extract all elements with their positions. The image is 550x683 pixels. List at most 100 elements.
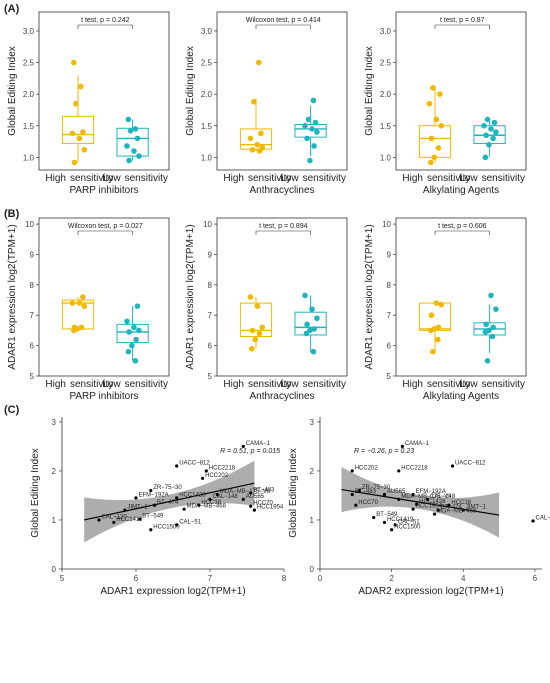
point-label: MDA−MB−468 — [187, 504, 227, 510]
data-point — [131, 148, 137, 154]
category-label-part: sensitivity — [125, 379, 168, 390]
data-point — [134, 303, 141, 309]
point-label: HCC1428 — [179, 492, 206, 498]
y-tick-label: 6 — [208, 342, 213, 351]
data-point — [149, 528, 153, 532]
y-tick-label: 9 — [208, 250, 213, 259]
y-tick-label: 7 — [30, 311, 35, 320]
data-point — [433, 116, 440, 123]
y-tick-label: 1.0 — [380, 153, 392, 162]
y-tick-label: 1.0 — [23, 153, 35, 162]
data-point — [311, 326, 317, 332]
y-axis-label: ADAR1 expression log2(TPM+1) — [185, 224, 196, 369]
scatter-chart: 0 2 4 6 0 1 2 3 ADAR2 expression log2(TPM+1) Glob… — [288, 417, 550, 597]
y-tick-label: 2.5 — [201, 59, 213, 68]
data-point — [350, 469, 354, 473]
y-tick-label: 2 — [310, 467, 315, 476]
y-tick-label: 1.5 — [201, 122, 213, 131]
data-point — [304, 135, 310, 142]
category-label-part: sensitivity — [303, 173, 346, 184]
point-label: CAL−51 — [398, 519, 421, 525]
data-point — [382, 520, 387, 525]
data-point — [136, 153, 142, 159]
category-label-part: sensitivity — [248, 379, 291, 390]
y-tick-label: 6 — [30, 342, 35, 351]
point-label: HCC38 — [451, 500, 471, 506]
data-point — [254, 141, 261, 148]
regression-line — [341, 488, 500, 516]
data-point — [415, 502, 419, 506]
category-label-part: Low — [459, 379, 478, 390]
data-point — [126, 157, 132, 164]
point-label: BT−483 — [253, 488, 275, 494]
data-point — [311, 143, 317, 149]
data-point — [305, 116, 312, 123]
data-point — [249, 327, 256, 334]
regression-line — [84, 482, 255, 521]
category-label-part: Low — [280, 173, 299, 184]
data-point — [208, 497, 212, 501]
point-label: JIMT−1 — [466, 505, 487, 511]
point-label: UACC−812 — [179, 461, 210, 467]
x-tick-label: 5 — [60, 574, 65, 583]
category-label-part: High — [45, 379, 66, 390]
data-point — [129, 342, 135, 349]
y-tick-label: 0 — [310, 565, 315, 574]
data-point — [112, 520, 116, 525]
data-point — [430, 348, 436, 355]
y-tick-label: 0 — [52, 565, 57, 574]
data-point — [255, 59, 262, 66]
y-tick-label: 8 — [208, 281, 213, 290]
y-tick-label: 5 — [30, 372, 35, 381]
data-point — [81, 146, 88, 153]
stat-annotation: Wilcoxon test, p = 0.027 — [68, 223, 143, 230]
y-tick-label: 3.0 — [201, 27, 213, 36]
data-point — [254, 303, 261, 309]
point-label: CAL−148 — [430, 494, 456, 500]
data-point — [125, 348, 132, 355]
y-axis-label: Global Editing Index — [288, 448, 299, 538]
data-point — [354, 503, 358, 507]
category-label-part: High — [402, 379, 423, 390]
data-point — [438, 122, 445, 129]
point-label: CAL−120 — [102, 514, 128, 520]
point-label: HCC70 — [253, 501, 273, 507]
data-point — [489, 333, 496, 340]
point-label: MDA−MB−175−VII — [220, 489, 271, 495]
x-tick-label: 8 — [282, 574, 287, 583]
plot-frame — [38, 11, 170, 171]
point-label: HCC1500 — [394, 524, 421, 530]
data-point — [435, 145, 442, 151]
data-point — [80, 294, 86, 300]
y-tick-label: 6 — [387, 342, 392, 351]
data-point — [175, 464, 179, 468]
point-label: MDA−MB−468 — [437, 509, 477, 515]
scatter-chart: 5 6 7 8 0 1 2 3 ADAR1 expression log2(TPM+1) Glob… — [30, 417, 287, 597]
point-label: BT−474 — [157, 500, 179, 506]
y-tick-label: 1 — [52, 516, 57, 525]
y-tick-label: 1.5 — [23, 122, 35, 131]
data-point — [256, 148, 263, 154]
y-tick-label: 3 — [52, 418, 57, 427]
point-label: ZR−75−30 — [153, 485, 182, 491]
data-point — [493, 129, 499, 135]
data-point — [484, 116, 491, 123]
point-label: HCC2218 — [401, 465, 428, 471]
point-label: MDA−MB−175−VII — [401, 494, 452, 500]
data-point — [251, 98, 257, 105]
point-label: HCC1954 — [416, 504, 443, 510]
data-point — [134, 496, 138, 500]
data-point — [425, 497, 430, 501]
data-point — [493, 306, 499, 312]
data-point — [390, 528, 394, 532]
category-label-part: sensitivity — [482, 173, 525, 184]
data-point — [152, 503, 157, 507]
data-point — [491, 119, 498, 126]
point-label: HCC1419 — [116, 517, 143, 523]
data-point — [76, 135, 83, 142]
x-axis-label: ADAR1 expression log2(TPM+1) — [100, 586, 245, 597]
data-point — [382, 492, 387, 497]
category-label-part: High — [223, 379, 244, 390]
category-label-part: sensitivity — [482, 379, 525, 390]
